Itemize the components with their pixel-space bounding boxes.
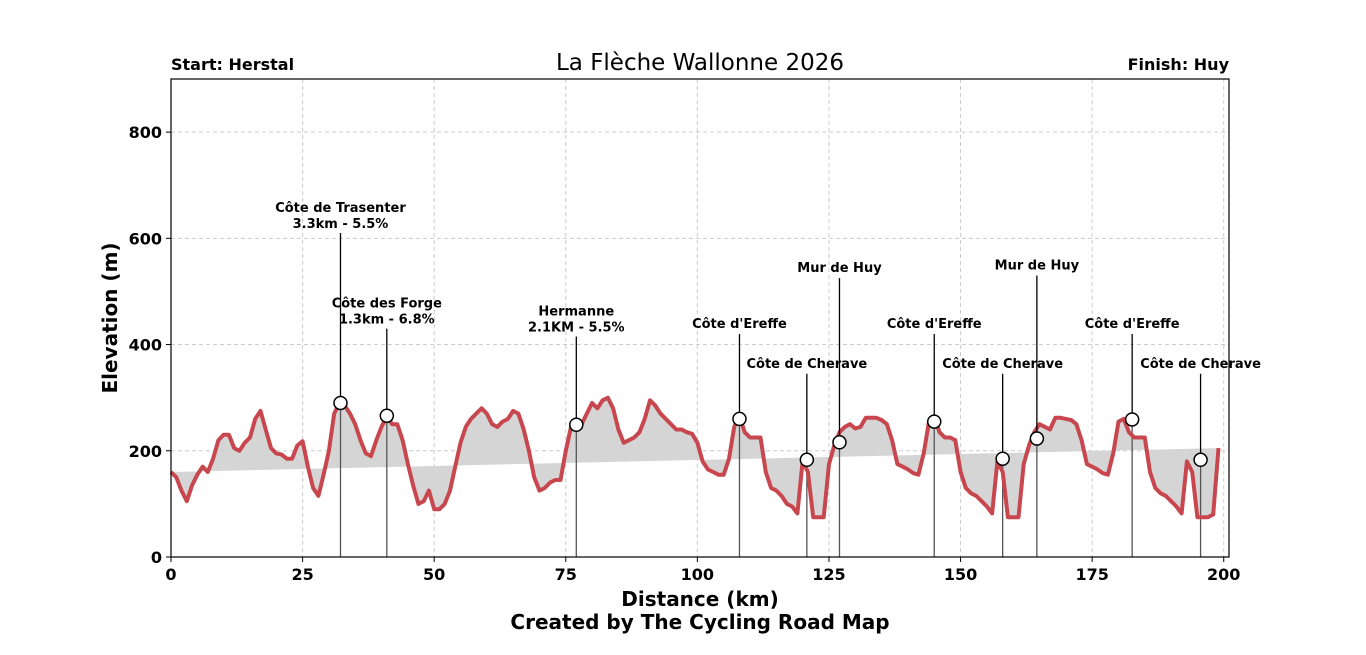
- finish-label: Finish: Huy: [1128, 55, 1230, 74]
- x-tick-label: 200: [1207, 565, 1240, 584]
- x-axis-label: Distance (km): [621, 587, 778, 611]
- plot-frame: [170, 78, 1230, 558]
- climb-detail: 3.3km - 5.5%: [293, 217, 389, 232]
- climb-marker-10: [1193, 452, 1208, 468]
- climb-label: Mur de Huy: [797, 261, 882, 276]
- y-tick-label: 0: [151, 548, 162, 567]
- x-tick-label: 100: [681, 565, 714, 584]
- climb-marker-9: [1124, 412, 1140, 427]
- y-axis-ticks: 0 200 400 600 800: [129, 123, 171, 567]
- x-axis-ticks: 0 25 50 75 100 125 150 175 200: [165, 557, 1240, 584]
- climb-marker-7: [995, 451, 1010, 466]
- climb-label: Côte d'Ereffe: [1085, 317, 1180, 332]
- climb-marker-1: [379, 408, 395, 423]
- x-tick-label: 175: [1075, 565, 1108, 584]
- climb-marker-6: [926, 414, 942, 429]
- climb-marker-8: [1029, 431, 1045, 446]
- climb-marker-0: [333, 395, 348, 411]
- climb-label: Hermanne: [538, 305, 614, 320]
- x-tick-label: 150: [944, 565, 977, 584]
- climb-label: Côte des Forge: [332, 297, 442, 312]
- climb-label: Côte de Cherave: [746, 357, 867, 372]
- climb-detail: 2.1KM - 5.5%: [528, 321, 625, 336]
- y-tick-label: 200: [129, 442, 162, 461]
- climb-marker-3: [732, 411, 747, 427]
- x-tick-label: 0: [165, 565, 176, 584]
- climb-marker-2: [569, 417, 584, 433]
- x-tick-label: 75: [555, 565, 577, 584]
- climb-label: Mur de Huy: [995, 259, 1080, 274]
- climb-label: Côte d'Ereffe: [692, 317, 787, 332]
- climb-label: Côte de Cherave: [942, 357, 1063, 372]
- elevation-area: [171, 397, 1219, 518]
- climb-detail: 1.3km - 6.8%: [339, 313, 435, 328]
- y-tick-label: 600: [129, 229, 162, 248]
- climb-marker-4: [799, 452, 815, 468]
- climb-label: Côte de Cherave: [1140, 357, 1261, 372]
- x-tick-label: 50: [423, 565, 445, 584]
- x-tick-label: 25: [291, 565, 313, 584]
- y-tick-label: 400: [129, 336, 162, 355]
- climb-label: Côte de Trasenter: [275, 201, 406, 216]
- climb-marker-5: [832, 435, 847, 450]
- x-tick-label: 125: [812, 565, 845, 584]
- y-tick-label: 800: [129, 123, 162, 142]
- climb-label: Côte d'Ereffe: [887, 317, 982, 332]
- credit-text: Created by The Cycling Road Map: [510, 610, 889, 634]
- chart-title: La Flèche Wallonne 2026: [556, 50, 844, 76]
- climb-marker-lines: [339, 402, 1202, 557]
- y-axis-label: Elevation (m): [98, 242, 122, 393]
- start-label: Start: Herstal: [171, 55, 294, 74]
